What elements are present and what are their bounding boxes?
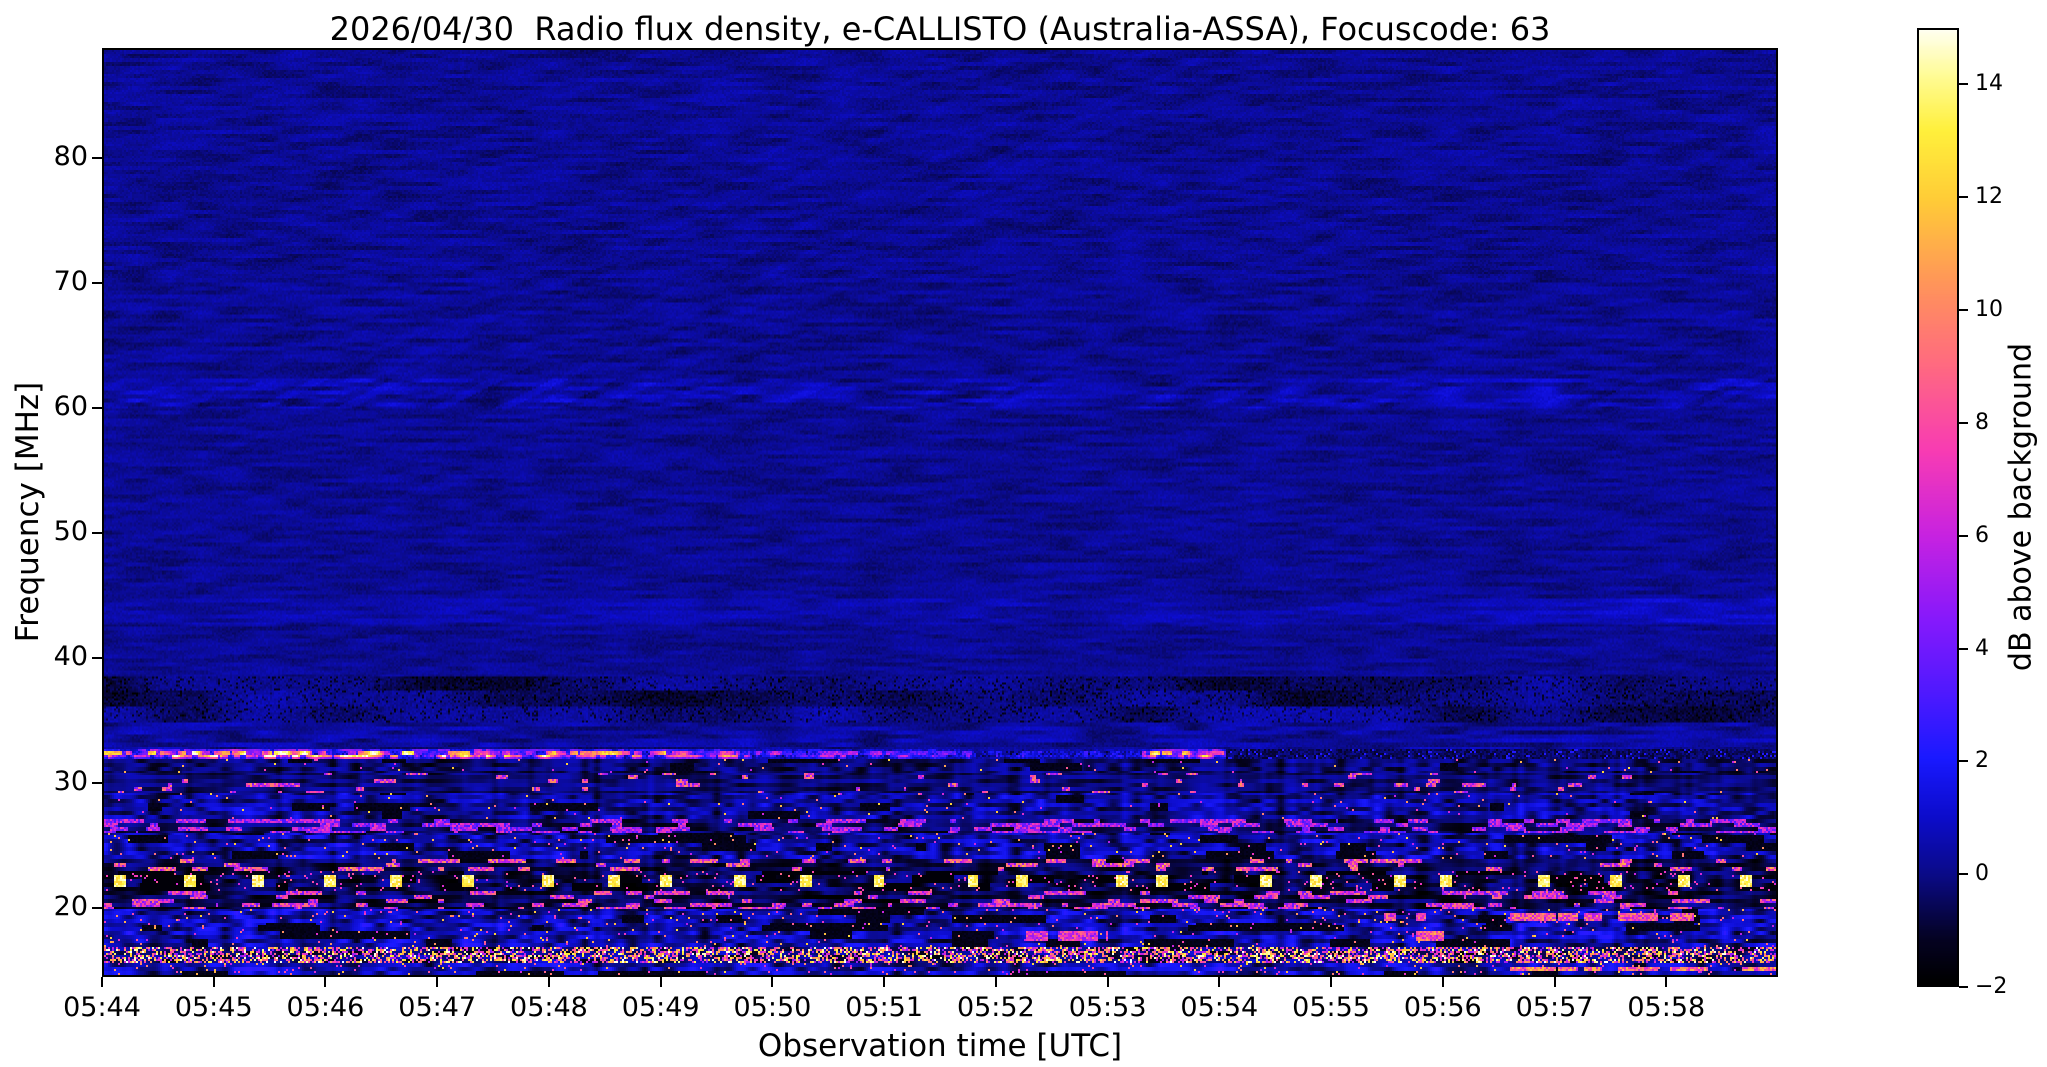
colorbar-tick-mark: [1959, 534, 1968, 537]
y-tick-label: 70: [53, 266, 88, 298]
spectrogram-heatmap-canvas: [104, 50, 1776, 975]
y-tick-label: 50: [53, 516, 88, 548]
colorbar: [1917, 28, 1959, 987]
x-tick-mark: [1441, 977, 1444, 987]
colorbar-label: dB above background: [2003, 342, 2039, 672]
y-tick-mark: [92, 532, 102, 535]
colorbar-tick-label: 4: [1975, 635, 1989, 661]
x-tick-label: 05:54: [1180, 992, 1259, 1023]
x-tick-label: 05:53: [1068, 992, 1147, 1023]
colorbar-tick-label: 2: [1975, 748, 1989, 774]
x-tick-mark: [1106, 977, 1109, 987]
x-tick-label: 05:44: [63, 992, 141, 1023]
x-tick-label: 05:45: [174, 992, 253, 1023]
x-tick-mark: [101, 977, 103, 987]
y-tick-mark: [92, 657, 102, 660]
y-tick-label: 40: [53, 641, 88, 673]
colorbar-tick-label: 6: [1975, 522, 1989, 548]
colorbar-tick-mark: [1959, 309, 1968, 312]
x-tick-label: 05:57: [1515, 992, 1594, 1023]
y-tick-label: 80: [53, 140, 88, 172]
x-tick-label: 05:51: [845, 992, 924, 1023]
x-tick-mark: [1553, 977, 1556, 987]
y-tick-label: 20: [53, 891, 88, 923]
x-tick-label: 05:47: [398, 992, 477, 1023]
x-tick-label: 05:55: [1292, 992, 1370, 1023]
x-tick-label: 05:49: [621, 992, 700, 1023]
x-tick-mark: [659, 977, 662, 987]
colorbar-tick-label: −2: [1975, 974, 2008, 999]
colorbar-tick-mark: [1959, 873, 1968, 876]
colorbar-tick-mark: [1959, 83, 1968, 86]
x-tick-mark: [994, 977, 997, 987]
x-tick-label: 05:58: [1627, 992, 1706, 1023]
y-tick-mark: [92, 282, 102, 285]
x-tick-mark: [547, 977, 550, 987]
colorbar-tick-mark: [1959, 647, 1968, 650]
x-tick-mark: [1218, 977, 1221, 987]
x-tick-label: 05:56: [1403, 992, 1482, 1023]
y-tick-mark: [92, 157, 102, 160]
x-axis-label: Observation time [UTC]: [757, 1028, 1123, 1064]
y-tick-mark: [92, 907, 102, 910]
x-tick-mark: [436, 977, 439, 987]
x-tick-mark: [1330, 977, 1333, 987]
x-tick-label: 05:48: [510, 992, 588, 1023]
colorbar-tick-mark: [1959, 421, 1968, 424]
x-tick-mark: [883, 977, 886, 987]
x-tick-label: 05:50: [733, 992, 812, 1023]
colorbar-tick-label: 14: [1975, 71, 2003, 97]
x-tick-label: 05:52: [956, 992, 1035, 1023]
spectrogram-plot-area: [102, 48, 1778, 977]
y-tick-mark: [92, 407, 102, 410]
y-tick-label: 30: [53, 766, 88, 798]
x-tick-mark: [771, 977, 774, 987]
colorbar-gradient-canvas: [1919, 30, 1957, 985]
colorbar-tick-mark: [1959, 986, 1968, 988]
x-tick-label: 05:46: [286, 992, 365, 1023]
colorbar-tick-label: 0: [1975, 861, 1989, 887]
colorbar-tick-label: 8: [1975, 409, 1989, 435]
chart-title: 2026/04/30 Radio flux density, e-CALLIST…: [329, 10, 1551, 48]
colorbar-tick-mark: [1959, 196, 1968, 199]
x-tick-mark: [324, 977, 327, 987]
x-tick-mark: [212, 977, 215, 987]
colorbar-tick-label: 10: [1975, 297, 2003, 323]
colorbar-tick-label: 12: [1975, 184, 2003, 210]
y-tick-label: 60: [53, 391, 88, 423]
y-tick-mark: [92, 782, 102, 785]
x-tick-mark: [1665, 977, 1668, 987]
colorbar-tick-mark: [1959, 760, 1968, 763]
